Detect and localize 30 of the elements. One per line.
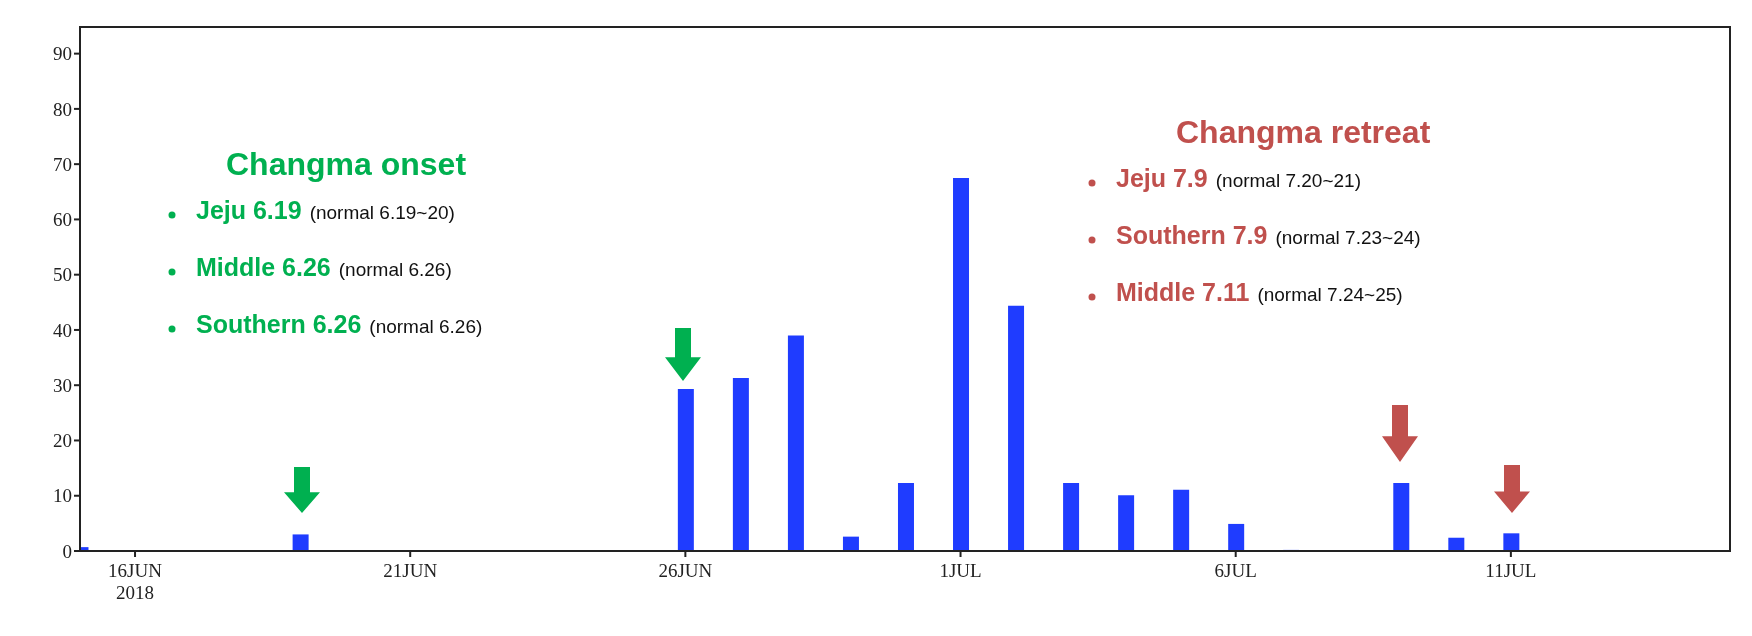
x-tick-label: 21JUN: [383, 560, 438, 581]
x-tick-label: 6JUL: [1214, 560, 1257, 581]
y-tick-label: 40: [53, 319, 72, 341]
annotation: Changma onset: [226, 146, 467, 183]
y-tick-label: 10: [53, 485, 72, 507]
x-tick-label: 11JUL: [1485, 560, 1537, 581]
annotation: Middle 6.26: [196, 253, 331, 281]
y-tick-label: 70: [53, 153, 72, 175]
y-tick-label: 90: [53, 43, 72, 65]
y-tick-label: 60: [53, 209, 72, 231]
annotation: Southern 7.9: [1116, 221, 1268, 249]
annotation: (normal 7.24~25): [1257, 284, 1403, 305]
x-tick-label: 1JUL: [939, 560, 982, 581]
annotation: (normal 7.23~24): [1275, 227, 1421, 248]
y-tick-label: 30: [53, 374, 72, 396]
annotation: (normal 6.26): [369, 316, 483, 337]
annotation: Changma retreat: [1176, 114, 1431, 151]
annotation: Jeju 7.9: [1116, 164, 1208, 192]
annotation: (normal 6.19~20): [309, 202, 455, 223]
x-tick-label: 16JUN 2018: [108, 560, 163, 603]
x-tick-label: 26JUN: [658, 560, 713, 581]
y-tick-label: 0: [62, 540, 72, 562]
y-tick-label: 80: [53, 98, 72, 120]
annotation: Jeju 6.19: [196, 196, 302, 224]
y-tick-label: 20: [53, 430, 72, 452]
annotation: (normal 6.26): [338, 259, 452, 280]
annotation: (normal 7.20~21): [1215, 170, 1361, 191]
y-tick-label: 50: [53, 264, 72, 286]
annotation: Middle 7.11: [1116, 278, 1250, 306]
annotation: Southern 6.26: [196, 310, 362, 338]
